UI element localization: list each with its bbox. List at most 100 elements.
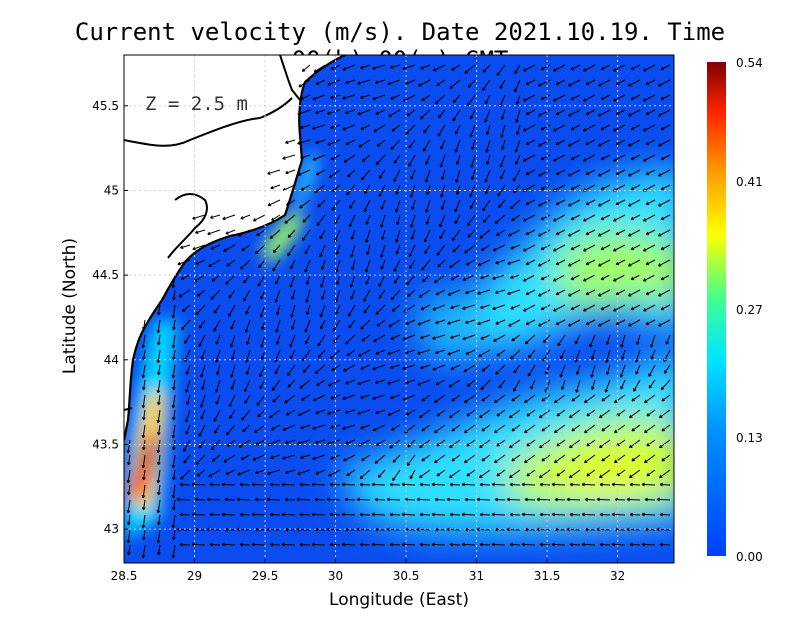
vector-arrow (275, 334, 281, 345)
vector-arrow (619, 364, 626, 378)
vector-arrow (423, 229, 431, 243)
vector-arrow (360, 319, 371, 330)
colorbar-tick-label: 0.13 (736, 431, 763, 445)
vector-arrow (395, 229, 401, 243)
vector-arrow (408, 139, 416, 149)
vector-arrow (240, 454, 251, 461)
vector-arrow (327, 109, 341, 115)
vector-arrow (478, 349, 491, 357)
vector-arrow (481, 424, 491, 432)
vector-arrow (237, 469, 251, 476)
vector-arrow (581, 482, 596, 487)
vector-arrow (537, 229, 551, 237)
y-axis-label: Latitude (North) (60, 237, 80, 375)
vector-arrow (570, 94, 581, 101)
vector-arrow (375, 79, 386, 84)
vector-arrow (526, 469, 536, 477)
vector-arrow (582, 274, 596, 282)
vector-arrow (211, 274, 221, 282)
vector-arrow (419, 482, 431, 487)
vector-arrow (449, 482, 461, 487)
vector-arrow (449, 79, 461, 89)
vector-arrow (540, 184, 551, 191)
vector-arrow (499, 79, 506, 90)
vector-arrow (350, 289, 356, 300)
vector-arrow (645, 229, 656, 236)
vector-arrow (402, 364, 416, 370)
vector-arrow (225, 229, 236, 235)
vector-arrow (267, 169, 281, 175)
vector-arrow (641, 542, 656, 547)
vector-arrow (213, 409, 221, 423)
vector-arrow (645, 289, 656, 296)
vector-arrow (441, 169, 446, 180)
vector-arrow (252, 214, 266, 222)
vector-arrow (372, 394, 386, 400)
vector-arrow (567, 229, 581, 237)
vector-arrow (300, 454, 311, 459)
vector-arrow (374, 497, 386, 502)
vector-arrow (630, 244, 641, 251)
vector-arrow (300, 184, 311, 191)
vector-arrow (408, 244, 416, 258)
vector-arrow (297, 139, 311, 145)
vector-arrow (597, 229, 611, 237)
vector-arrow (597, 319, 611, 327)
vector-arrow (555, 319, 566, 326)
vector-arrow (494, 497, 506, 502)
vector-arrow (599, 409, 611, 419)
vector-arrow (282, 154, 296, 160)
vector-arrow (447, 349, 461, 356)
vector-arrow (171, 394, 176, 409)
vector-arrow (299, 199, 311, 209)
vector-arrow (447, 289, 461, 296)
vector-arrow (319, 229, 326, 240)
vector-arrow (480, 334, 491, 340)
vector-arrow (185, 424, 191, 435)
vector-arrow (331, 364, 341, 372)
vector-arrow (284, 394, 296, 404)
vector-arrow (156, 349, 161, 364)
vector-arrow (271, 379, 281, 391)
vector-arrow (402, 334, 416, 341)
vector-arrow (314, 364, 326, 374)
vector-arrow (644, 497, 656, 502)
vector-arrow (216, 364, 221, 375)
vector-arrow (575, 379, 581, 393)
vector-arrow (496, 229, 506, 236)
vector-arrow (196, 289, 206, 297)
vector-arrow (509, 469, 521, 479)
vector-arrow (567, 109, 581, 117)
vector-arrow (376, 139, 386, 147)
vector-arrow (172, 499, 176, 511)
vector-arrow (245, 304, 251, 315)
vector-arrow (361, 334, 371, 342)
vector-arrow (269, 542, 281, 547)
vector-arrow (395, 184, 401, 195)
vector-arrow (296, 497, 311, 502)
vector-arrow (358, 139, 371, 148)
vector-arrow (525, 199, 536, 206)
vector-arrow (317, 199, 326, 208)
vector-arrow (642, 214, 656, 222)
vector-arrow (312, 154, 326, 161)
vector-arrow (297, 469, 311, 476)
vector-arrow (631, 394, 641, 402)
vector-arrow (584, 394, 596, 404)
vector-arrow (470, 169, 476, 180)
vector-arrow (142, 319, 146, 331)
vector-arrow (509, 542, 521, 547)
vector-arrow (171, 424, 176, 439)
vector-arrow (461, 542, 476, 547)
vector-arrow (198, 439, 206, 449)
vector-arrow (177, 259, 191, 266)
vector-arrow (630, 154, 641, 161)
vector-arrow (477, 259, 491, 267)
vector-arrow (243, 274, 251, 284)
vector-arrow (282, 454, 296, 460)
vector-arrow (627, 259, 641, 267)
vector-arrow (552, 214, 566, 222)
vector-arrow (537, 259, 551, 267)
vector-arrow (242, 424, 251, 433)
vector-arrow (207, 229, 221, 236)
